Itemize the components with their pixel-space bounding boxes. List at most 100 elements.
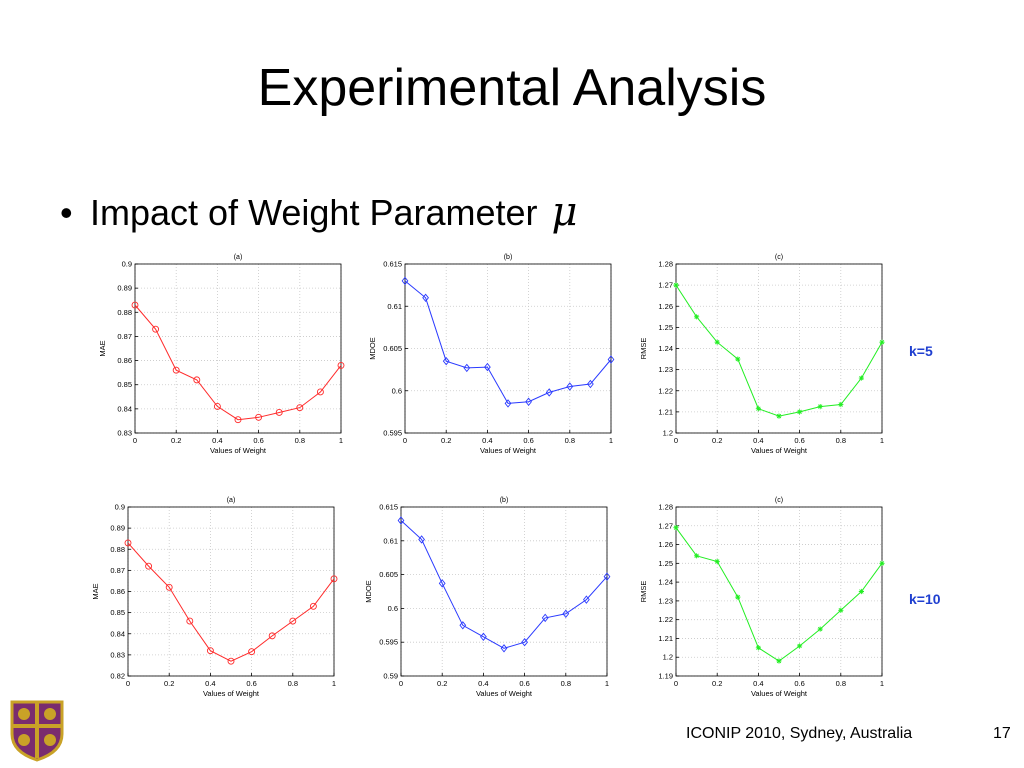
y-tick-label: 0.9	[115, 503, 125, 512]
chart-k5-mae: 0.83 0.84 0.85 0.86 0.87 0.88 0.89 0.9 0 0.2 0.4 0.…	[95, 247, 345, 459]
y-tick-label: 0.61	[387, 302, 402, 311]
x-axis-label: Values of Weight	[476, 689, 533, 698]
x-tick-label: 0.6	[523, 436, 533, 445]
data-point	[309, 602, 317, 610]
y-tick-label: 1.25	[658, 323, 673, 332]
data-point	[714, 339, 720, 345]
chart-title: (a)	[227, 497, 236, 504]
y-axis-label: MDOE	[364, 580, 373, 603]
x-tick-label: 0.6	[794, 436, 804, 445]
y-tick-label: 1.19	[658, 672, 673, 681]
x-tick-label: 0.8	[836, 679, 846, 688]
data-point	[776, 658, 782, 664]
y-tick-label: 0.88	[117, 308, 132, 317]
data-point	[735, 356, 741, 362]
y-tick-label: 1.23	[658, 365, 673, 374]
x-tick-label: 0.6	[794, 679, 804, 688]
data-point	[673, 525, 679, 531]
y-tick-label: 0.84	[110, 629, 125, 638]
data-point	[838, 401, 844, 408]
series-line	[134, 304, 342, 421]
chart-svg: 0.59 0.595 0.6 0.605 0.61 0.615 0 0.2 0.4 0.6 0.8 1…	[364, 497, 611, 698]
data-point	[397, 516, 405, 525]
bullet-dot-icon: •	[60, 192, 73, 233]
data-point	[566, 382, 574, 391]
x-tick-label: 0.2	[171, 436, 181, 445]
y-tick-label: 1.21	[658, 634, 673, 643]
chart-k10-mdoe: 0.59 0.595 0.6 0.605 0.61 0.615 0 0.2 0.4 0.6 0.8 1…	[361, 490, 611, 702]
data-point	[275, 409, 283, 416]
bullet-text: Impact of Weight Parameter	[90, 192, 538, 233]
chart-svg: 1.19 1.2 1.21 1.22 1.23 1.24 1.25 1.26 1.27 1.28 0…	[639, 497, 885, 698]
chart-title: (c)	[775, 254, 783, 261]
data-point	[879, 339, 885, 345]
data-point	[124, 539, 132, 547]
y-tick-label: 1.21	[658, 407, 673, 416]
y-tick-label: 0.605	[379, 570, 398, 579]
data-point	[797, 409, 803, 415]
data-point	[255, 413, 263, 421]
x-tick-label: 0.6	[519, 679, 529, 688]
data-point	[583, 595, 590, 604]
x-tick-label: 0.4	[212, 436, 222, 445]
chart-svg: 0.595 0.6 0.605 0.61 0.615 0 0.2 0.4 0.6 0.8 1 (b) V…	[368, 254, 615, 455]
x-tick-label: 0.8	[836, 436, 846, 445]
y-tick-label: 0.87	[117, 332, 132, 341]
data-point	[545, 388, 553, 397]
chart-title: (b)	[500, 497, 509, 504]
x-axis-label: Values of Weight	[751, 689, 808, 698]
y-tick-label: 1.28	[658, 260, 673, 269]
y-tick-label: 1.23	[658, 596, 673, 605]
y-tick-label: 0.595	[379, 638, 398, 647]
y-tick-label: 1.25	[658, 559, 673, 568]
data-point	[879, 560, 885, 566]
row-label-k5: k=5	[909, 343, 933, 359]
x-tick-label: 0.8	[295, 436, 305, 445]
y-tick-label: 0.605	[383, 344, 402, 353]
y-tick-label: 0.86	[117, 356, 132, 365]
chart-title: (a)	[234, 254, 243, 261]
data-point	[714, 558, 720, 565]
data-point	[817, 626, 823, 632]
x-tick-label: 0.2	[712, 436, 722, 445]
data-point	[234, 416, 242, 424]
y-tick-label: 0.86	[110, 587, 125, 596]
data-point	[330, 575, 338, 583]
y-tick-label: 0.88	[110, 545, 125, 554]
x-tick-label: 0	[126, 679, 130, 688]
data-point	[817, 403, 823, 410]
y-tick-label: 0.82	[110, 672, 125, 681]
chart-title: (c)	[775, 497, 783, 504]
data-point	[337, 361, 345, 369]
y-tick-label: 0.59	[383, 672, 398, 681]
data-point	[145, 562, 153, 570]
plot-frame	[400, 506, 608, 677]
data-point	[694, 553, 700, 559]
data-point	[442, 356, 450, 366]
data-point	[562, 609, 570, 619]
chart-svg: 0.83 0.84 0.85 0.86 0.87 0.88 0.89 0.9 0 0.2 0.4 0.…	[98, 254, 345, 455]
chart-k5-mdoe: 0.595 0.6 0.605 0.61 0.615 0 0.2 0.4 0.6 0.8 1 (b) V…	[365, 247, 615, 459]
y-tick-label: 1.24	[658, 344, 673, 353]
x-tick-label: 0.8	[288, 679, 298, 688]
y-tick-label: 1.2	[663, 653, 673, 662]
chart-svg: 0.82 0.83 0.84 0.85 0.86 0.87 0.88 0.89 0.9 0 0.2 0…	[91, 497, 338, 698]
bullet-point: • Impact of Weight Parameter μ	[60, 192, 578, 232]
y-axis-label: MDOE	[368, 337, 377, 360]
x-tick-label: 1	[332, 679, 336, 688]
y-tick-label: 0.84	[117, 404, 132, 413]
x-tick-label: 1	[880, 679, 884, 688]
data-point	[735, 594, 741, 600]
data-point	[755, 406, 761, 412]
data-point	[152, 325, 160, 333]
bullet-symbol: μ	[551, 189, 578, 235]
y-tick-label: 0.85	[110, 608, 125, 617]
data-point	[755, 645, 761, 651]
x-tick-label: 0	[399, 679, 403, 688]
x-tick-label: 0.6	[246, 679, 256, 688]
y-tick-label: 0.595	[383, 429, 402, 438]
data-point	[206, 647, 214, 655]
data-point	[459, 621, 467, 630]
slide-title: Experimental Analysis	[257, 59, 767, 117]
data-point	[504, 399, 512, 408]
